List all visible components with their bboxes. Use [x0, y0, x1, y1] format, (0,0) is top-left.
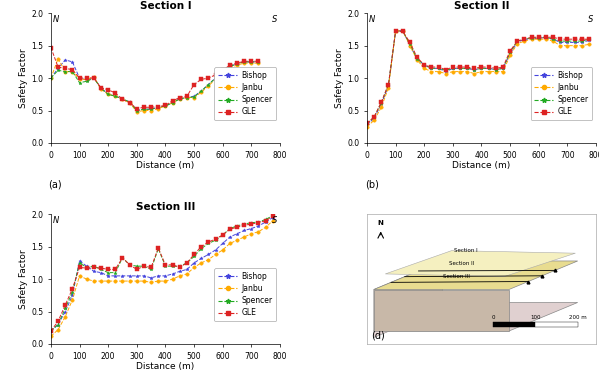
- Text: Section III: Section III: [443, 274, 470, 279]
- Text: 200 m: 200 m: [569, 315, 586, 320]
- Text: S: S: [273, 215, 278, 225]
- X-axis label: Distance (m): Distance (m): [137, 362, 195, 371]
- Text: Section I: Section I: [454, 248, 478, 253]
- Text: S: S: [588, 14, 594, 23]
- Y-axis label: Safety Factor: Safety Factor: [19, 249, 28, 309]
- Text: (a): (a): [49, 179, 62, 189]
- Text: (d): (d): [371, 330, 385, 340]
- Text: S: S: [273, 14, 278, 23]
- Text: (b): (b): [365, 179, 379, 189]
- Text: N: N: [369, 14, 376, 23]
- X-axis label: Distance (m): Distance (m): [452, 161, 510, 170]
- Text: Section II: Section II: [449, 261, 475, 266]
- Text: N: N: [378, 220, 383, 226]
- Title: Section III: Section III: [136, 202, 195, 212]
- Legend: Bishop, Janbu, Spencer, GLE: Bishop, Janbu, Spencer, GLE: [531, 67, 592, 120]
- Text: N: N: [53, 14, 59, 23]
- Text: 100: 100: [530, 315, 540, 320]
- Bar: [493, 322, 536, 327]
- Legend: Bishop, Janbu, Spencer, GLE: Bishop, Janbu, Spencer, GLE: [214, 67, 276, 120]
- Polygon shape: [374, 302, 443, 338]
- Polygon shape: [374, 261, 577, 290]
- Text: 0: 0: [491, 315, 495, 320]
- Y-axis label: Safety Factor: Safety Factor: [19, 48, 28, 108]
- Text: N: N: [53, 215, 59, 225]
- Title: Section I: Section I: [140, 1, 191, 11]
- Bar: [536, 322, 577, 327]
- Polygon shape: [385, 251, 576, 277]
- Title: Section II: Section II: [453, 1, 509, 11]
- Polygon shape: [374, 261, 443, 331]
- Legend: Bishop, Janbu, Spencer, GLE: Bishop, Janbu, Spencer, GLE: [214, 268, 276, 321]
- Polygon shape: [374, 290, 509, 331]
- Y-axis label: Safety Factor: Safety Factor: [335, 48, 344, 108]
- X-axis label: Distance (m): Distance (m): [137, 161, 195, 170]
- Polygon shape: [374, 302, 577, 331]
